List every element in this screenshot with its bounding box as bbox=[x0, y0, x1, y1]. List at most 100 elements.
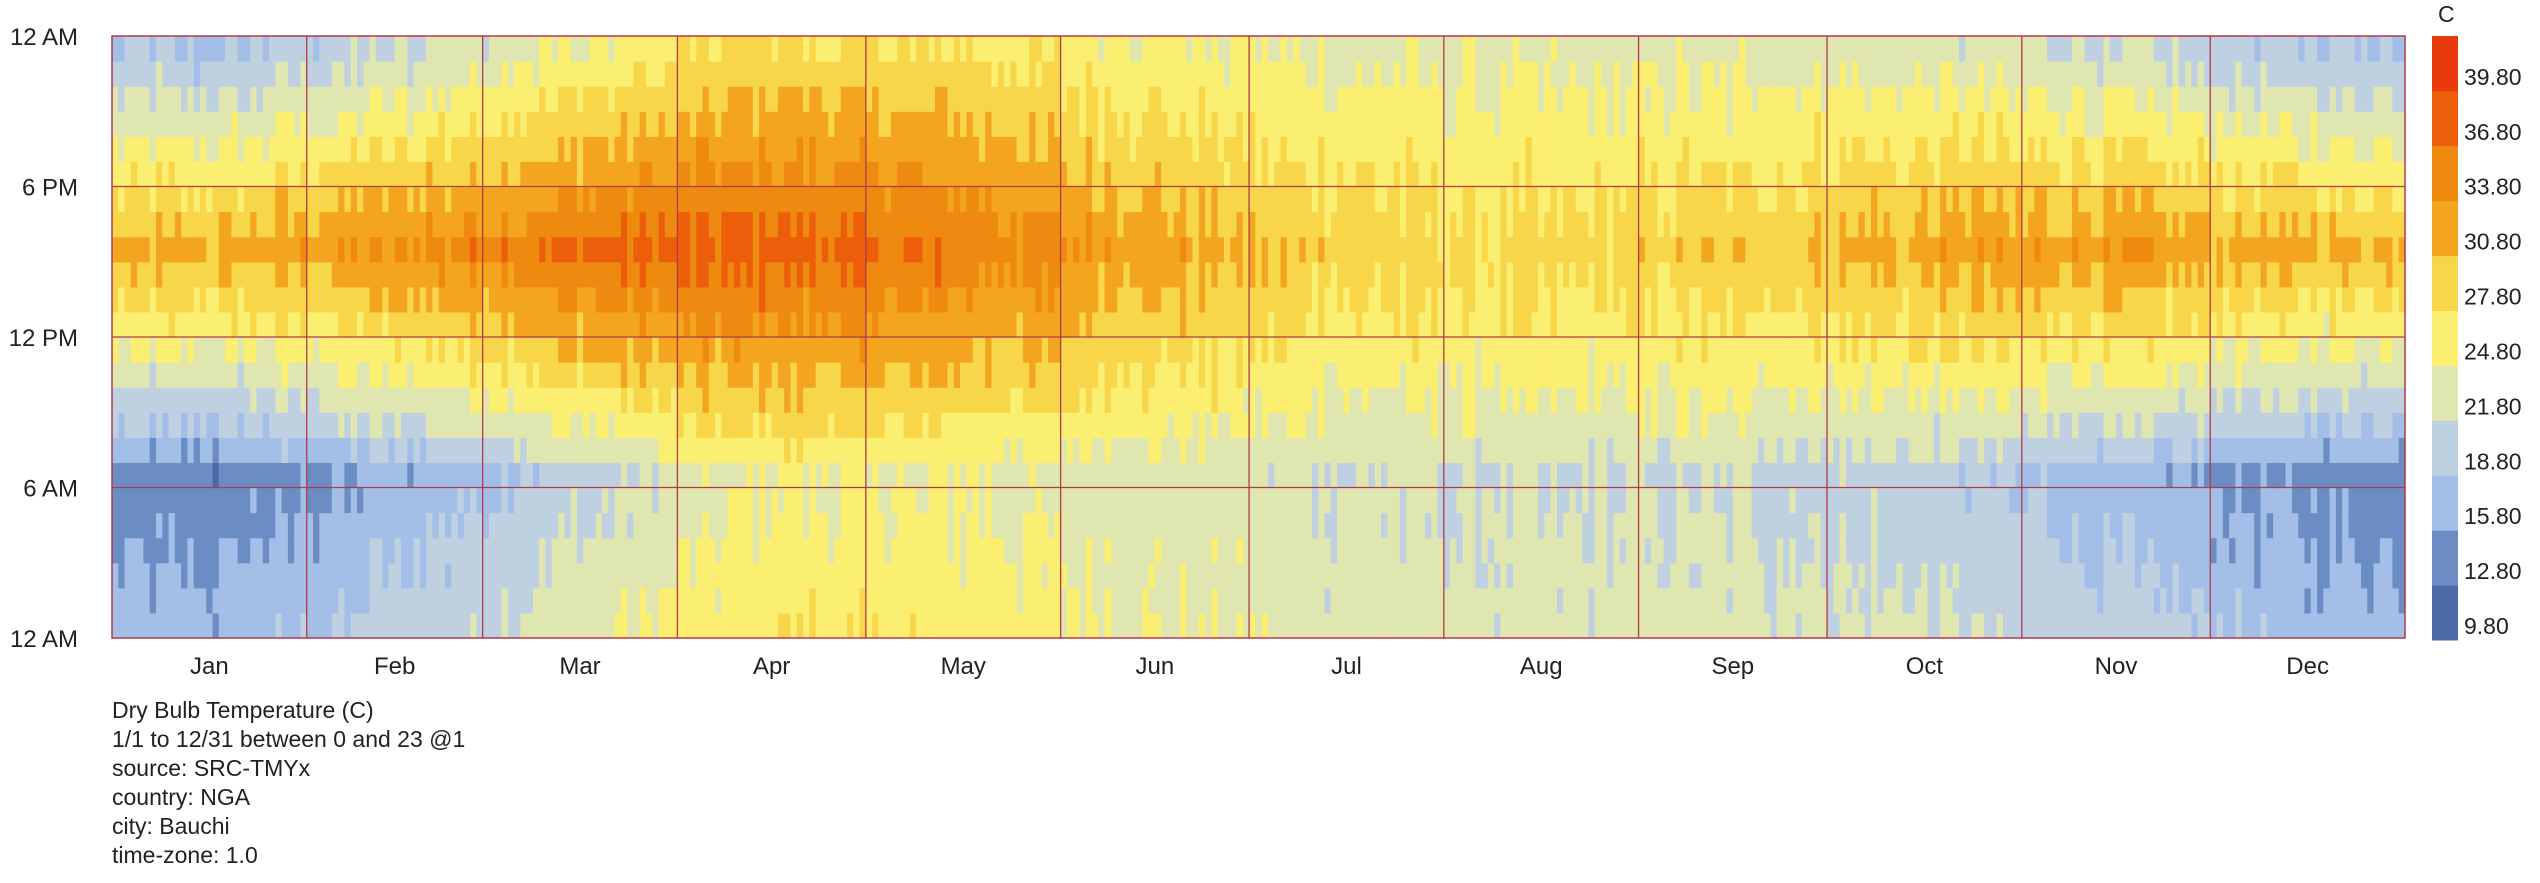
heatmap-cell bbox=[413, 462, 421, 489]
heatmap-cell bbox=[1029, 362, 1037, 388]
heatmap-cell bbox=[382, 161, 390, 188]
heatmap-cell bbox=[934, 537, 942, 564]
heatmap-cell bbox=[633, 587, 641, 614]
heatmap-cell bbox=[740, 562, 748, 589]
heatmap-cell bbox=[558, 537, 565, 564]
heatmap-cell bbox=[809, 111, 817, 137]
heatmap-cell bbox=[903, 61, 911, 87]
heatmap-cell bbox=[1142, 186, 1150, 213]
heatmap-cell bbox=[1286, 186, 1294, 213]
heatmap-cell bbox=[375, 412, 383, 438]
heatmap-cell bbox=[1324, 387, 1332, 413]
heatmap-cell bbox=[501, 61, 509, 87]
heatmap-cell bbox=[357, 487, 364, 514]
heatmap-cell bbox=[130, 487, 138, 514]
heatmap-cell bbox=[558, 437, 565, 464]
heatmap-cell bbox=[1004, 412, 1011, 438]
heatmap-cell bbox=[859, 211, 867, 238]
heatmap-cell bbox=[444, 587, 452, 614]
heatmap-cell bbox=[193, 412, 201, 438]
heatmap-cell bbox=[1035, 362, 1043, 388]
heatmap-cell bbox=[752, 211, 760, 238]
heatmap-cell bbox=[759, 362, 766, 388]
heatmap-cell bbox=[916, 512, 923, 539]
heatmap-cell bbox=[576, 412, 584, 438]
heatmap-cell bbox=[890, 111, 898, 137]
heatmap-cell bbox=[1362, 587, 1370, 614]
heatmap-cell bbox=[526, 86, 534, 112]
heatmap-cell bbox=[262, 587, 270, 614]
heatmap-cell bbox=[130, 387, 138, 413]
heatmap-cell bbox=[1060, 136, 1068, 163]
heatmap-cell bbox=[168, 562, 176, 589]
heatmap-cell bbox=[1374, 111, 1382, 137]
heatmap-cell bbox=[1211, 261, 1219, 288]
heatmap-cell bbox=[721, 236, 729, 263]
heatmap-cell bbox=[143, 161, 151, 188]
heatmap-cell bbox=[853, 362, 861, 388]
heatmap-cell bbox=[759, 562, 766, 589]
heatmap-cell bbox=[721, 186, 729, 213]
heatmap-cell bbox=[671, 36, 678, 62]
heatmap-cell bbox=[400, 211, 408, 238]
heatmap-cell bbox=[1048, 111, 1055, 137]
heatmap-cell bbox=[262, 186, 270, 213]
heatmap-cell bbox=[878, 462, 886, 489]
heatmap-cell bbox=[583, 587, 591, 614]
heatmap-cell bbox=[1016, 286, 1024, 313]
heatmap-cell bbox=[181, 311, 188, 338]
heatmap-cell bbox=[231, 487, 239, 514]
heatmap-cell bbox=[294, 537, 302, 564]
heatmap-cell bbox=[1311, 61, 1319, 87]
heatmap-cell bbox=[1318, 111, 1326, 137]
heatmap-cell bbox=[947, 462, 955, 489]
heatmap-cell bbox=[966, 387, 974, 413]
heatmap-cell bbox=[269, 186, 276, 213]
heatmap-cell bbox=[520, 612, 528, 639]
heatmap-cell bbox=[357, 587, 364, 614]
heatmap-cell bbox=[357, 261, 364, 288]
heatmap-cell bbox=[143, 537, 151, 564]
heatmap-cell bbox=[1249, 437, 1256, 464]
heatmap-cell bbox=[1073, 286, 1081, 313]
heatmap-cell bbox=[934, 136, 942, 163]
heatmap-cell bbox=[1330, 36, 1338, 62]
heatmap-cell bbox=[1167, 512, 1175, 539]
heatmap-cell bbox=[155, 512, 163, 539]
heatmap-cell bbox=[1217, 462, 1225, 489]
heatmap-cell bbox=[1085, 387, 1093, 413]
heatmap-cell bbox=[174, 111, 182, 137]
heatmap-cell bbox=[576, 86, 584, 112]
heatmap-cell bbox=[878, 537, 886, 564]
heatmap-cell bbox=[834, 487, 842, 514]
heatmap-cell bbox=[1092, 136, 1099, 163]
heatmap-cell bbox=[382, 36, 390, 62]
heatmap-cell bbox=[206, 437, 214, 464]
heatmap-cell bbox=[1136, 311, 1143, 338]
heatmap-cell bbox=[325, 186, 333, 213]
heatmap-cell bbox=[865, 562, 873, 589]
heatmap-cell bbox=[1148, 261, 1156, 288]
heatmap-cell bbox=[608, 412, 616, 438]
heatmap-cell bbox=[243, 261, 251, 288]
heatmap-cell bbox=[1167, 111, 1175, 137]
heatmap-cell bbox=[1337, 236, 1344, 263]
heatmap-cell bbox=[972, 161, 980, 188]
heatmap-cell bbox=[853, 437, 861, 464]
heatmap-cell bbox=[1318, 512, 1326, 539]
heatmap-cell bbox=[476, 537, 484, 564]
heatmap-cell bbox=[1186, 61, 1194, 87]
heatmap-cell bbox=[1236, 612, 1244, 639]
heatmap-cell bbox=[1110, 512, 1118, 539]
heatmap-cell bbox=[847, 487, 854, 514]
heatmap-cell bbox=[1167, 387, 1175, 413]
heatmap-cell bbox=[482, 562, 490, 589]
heatmap-cell bbox=[1261, 61, 1269, 87]
heatmap-cell bbox=[488, 562, 496, 589]
heatmap-cell bbox=[997, 286, 1005, 313]
heatmap-cell bbox=[325, 462, 333, 489]
heatmap-cell bbox=[1098, 462, 1106, 489]
heatmap-cell bbox=[1274, 537, 1282, 564]
heatmap-cell bbox=[1092, 111, 1099, 137]
heatmap-cell bbox=[1004, 61, 1011, 87]
